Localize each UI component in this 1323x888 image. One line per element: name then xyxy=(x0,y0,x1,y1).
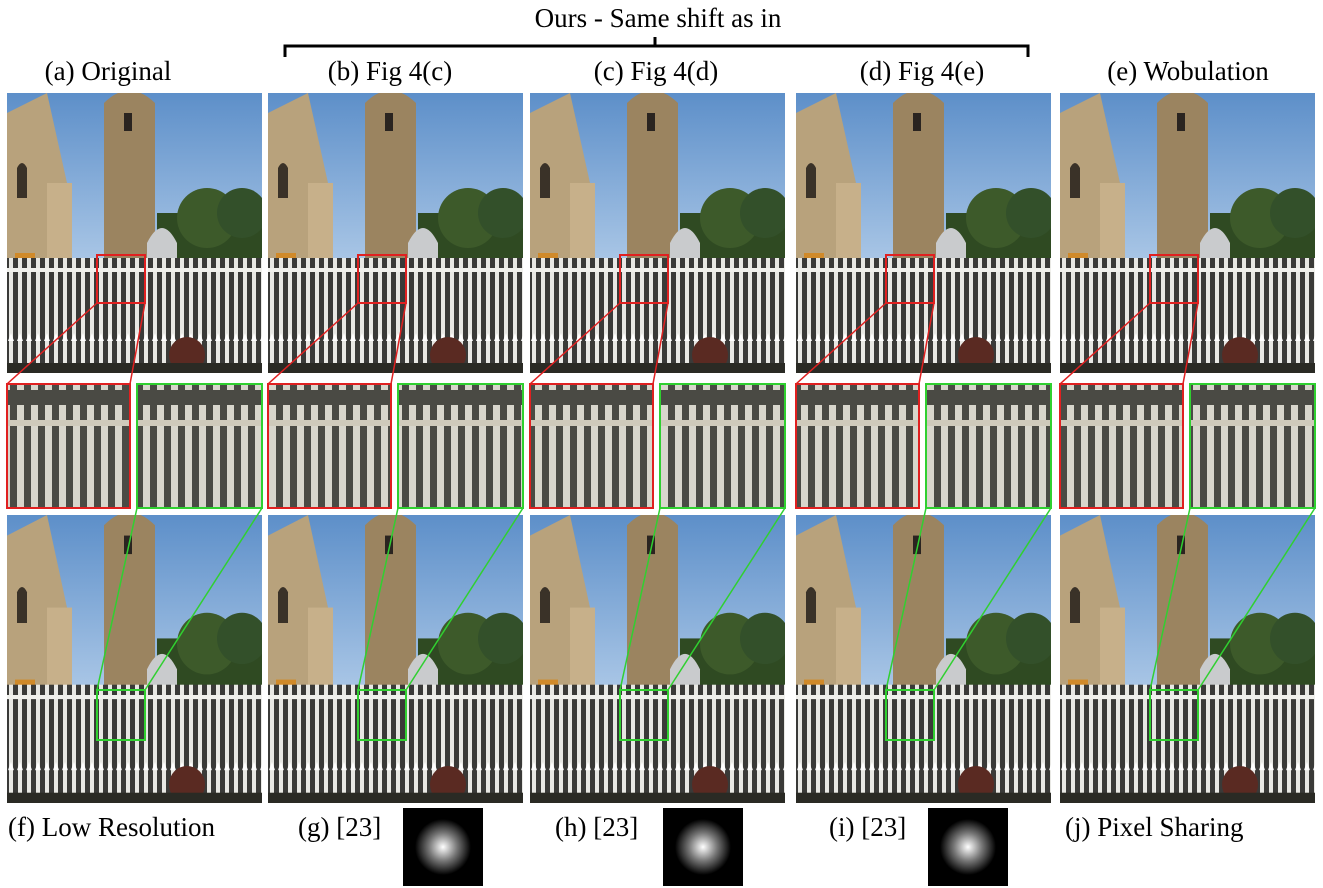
zoom-red xyxy=(796,384,919,508)
top-image xyxy=(1060,91,1320,374)
top-image xyxy=(796,91,1056,374)
top-image xyxy=(530,91,790,374)
figure-title: Ours - Same shift as in xyxy=(535,3,782,33)
bottom-image xyxy=(7,512,267,803)
bottom-label: (g) [23] xyxy=(298,812,381,842)
top-label: (c) Fig 4(d) xyxy=(594,56,718,86)
bottom-label: (f) Low Resolution xyxy=(8,812,215,842)
zoom-green xyxy=(137,384,262,508)
zoom-red xyxy=(530,384,653,508)
bottom-label: (h) [23] xyxy=(555,812,638,842)
zoom-green xyxy=(398,384,523,508)
bottom-image xyxy=(268,512,528,803)
kernel xyxy=(940,819,996,875)
bottom-label: (i) [23] xyxy=(829,812,906,842)
zoom-green xyxy=(926,384,1051,508)
kernel xyxy=(675,819,731,875)
zoom-red xyxy=(7,384,130,508)
bottom-image xyxy=(1060,512,1320,803)
top-label: (b) Fig 4(c) xyxy=(328,56,452,86)
bottom-label: (j) Pixel Sharing xyxy=(1065,812,1243,842)
top-image xyxy=(268,91,528,374)
zoom-red xyxy=(1060,384,1183,508)
kernel xyxy=(415,819,471,875)
top-label: (d) Fig 4(e) xyxy=(860,56,984,86)
top-image xyxy=(7,91,267,374)
zoom-green xyxy=(660,384,785,508)
bottom-image xyxy=(530,512,790,803)
brace xyxy=(285,37,1028,57)
top-label: (e) Wobulation xyxy=(1107,56,1269,86)
bottom-image xyxy=(796,512,1056,803)
zoom-red xyxy=(268,384,391,508)
figure: Ours - Same shift as in (a) Original (f) … xyxy=(0,0,1323,888)
top-label: (a) Original xyxy=(45,56,172,86)
zoom-green xyxy=(1190,384,1315,508)
